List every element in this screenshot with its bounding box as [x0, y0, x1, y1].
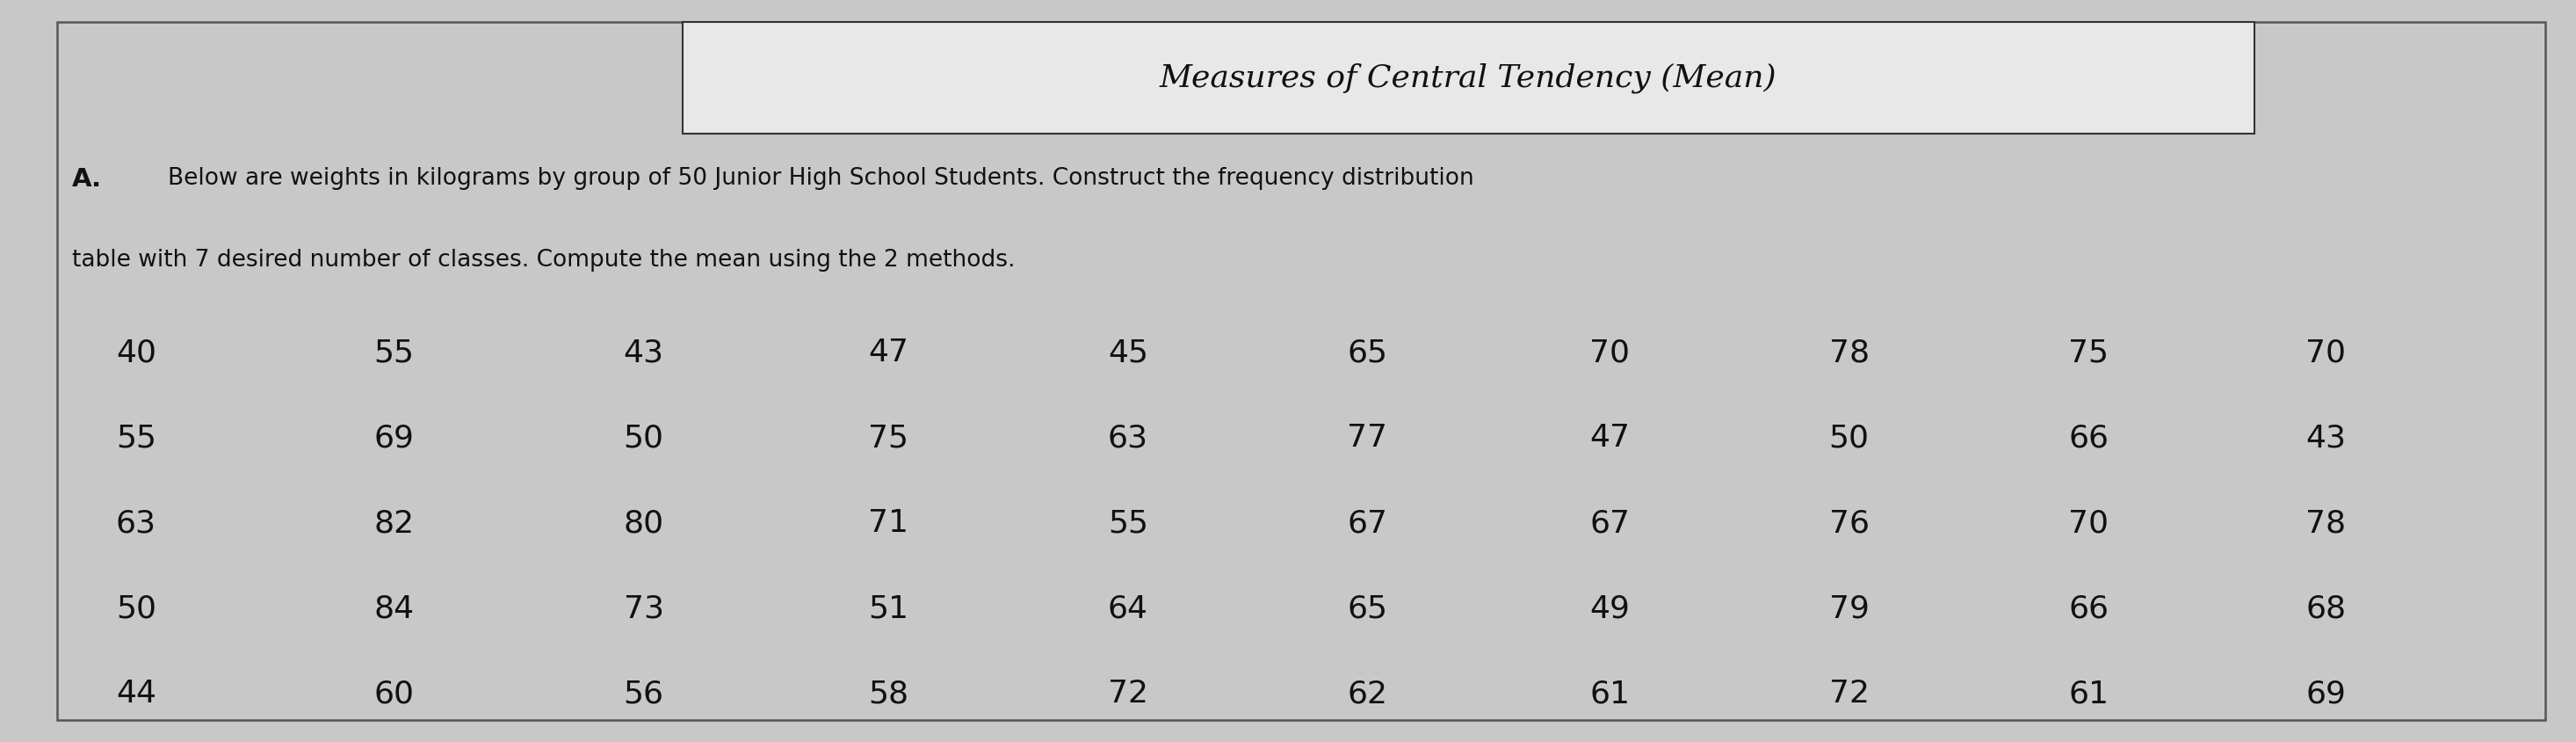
Text: 66: 66 [2069, 423, 2110, 453]
Text: 68: 68 [2306, 594, 2347, 623]
Text: 43: 43 [623, 338, 665, 367]
Text: 72: 72 [1829, 679, 1870, 709]
Text: 67: 67 [1347, 508, 1388, 538]
Text: 78: 78 [2306, 508, 2347, 538]
Text: 70: 70 [2306, 338, 2347, 367]
Text: table with 7 desired number of classes. Compute the mean using the 2 methods.: table with 7 desired number of classes. … [72, 249, 1015, 272]
Text: Below are weights in kilograms by group of 50 Junior High School Students. Const: Below are weights in kilograms by group … [167, 167, 1473, 190]
Text: 50: 50 [1829, 423, 1870, 453]
Text: 47: 47 [1589, 423, 1631, 453]
Text: 72: 72 [1108, 679, 1149, 709]
Text: 55: 55 [116, 423, 157, 453]
Text: 45: 45 [1108, 338, 1149, 367]
Text: 62: 62 [1347, 679, 1388, 709]
Text: 78: 78 [1829, 338, 1870, 367]
Text: 61: 61 [1589, 679, 1631, 709]
Text: 61: 61 [2069, 679, 2110, 709]
Text: 60: 60 [374, 679, 415, 709]
Text: 63: 63 [116, 508, 157, 538]
Text: 58: 58 [868, 679, 909, 709]
Text: 67: 67 [1589, 508, 1631, 538]
Text: 50: 50 [623, 423, 665, 453]
Text: 65: 65 [1347, 338, 1388, 367]
Text: 73: 73 [623, 594, 665, 623]
Text: 70: 70 [2069, 508, 2110, 538]
Text: 65: 65 [1347, 594, 1388, 623]
Text: 75: 75 [868, 423, 909, 453]
Text: 75: 75 [2069, 338, 2110, 367]
Text: 43: 43 [2306, 423, 2347, 453]
Text: 64: 64 [1108, 594, 1149, 623]
Text: 69: 69 [374, 423, 415, 453]
Text: 79: 79 [1829, 594, 1870, 623]
Text: 51: 51 [868, 594, 909, 623]
Text: 56: 56 [623, 679, 665, 709]
Text: 40: 40 [116, 338, 157, 367]
Text: 50: 50 [116, 594, 157, 623]
Text: 63: 63 [1108, 423, 1149, 453]
Text: 76: 76 [1829, 508, 1870, 538]
Text: 70: 70 [1589, 338, 1631, 367]
Text: Measures of Central Tendency (Mean): Measures of Central Tendency (Mean) [1159, 63, 1777, 93]
Text: 44: 44 [116, 679, 157, 709]
Text: 47: 47 [868, 338, 909, 367]
Text: 71: 71 [868, 508, 909, 538]
Text: 84: 84 [374, 594, 415, 623]
Text: 55: 55 [1108, 508, 1149, 538]
Text: A.: A. [72, 167, 103, 191]
Text: 66: 66 [2069, 594, 2110, 623]
Text: 69: 69 [2306, 679, 2347, 709]
Text: 80: 80 [623, 508, 665, 538]
Text: 55: 55 [374, 338, 415, 367]
Text: 77: 77 [1347, 423, 1388, 453]
Text: 82: 82 [374, 508, 415, 538]
Text: 49: 49 [1589, 594, 1631, 623]
